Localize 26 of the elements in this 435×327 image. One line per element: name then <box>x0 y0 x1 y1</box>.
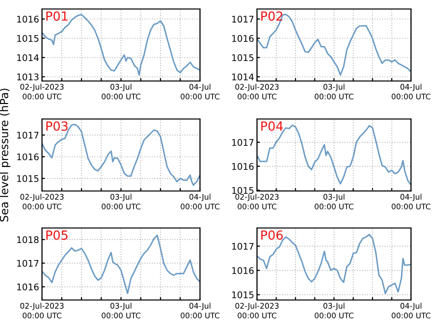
y-tick-label: 1017 <box>17 260 38 267</box>
y-tick-label: 1013 <box>17 73 38 80</box>
y-tick-label: 1016 <box>232 267 254 274</box>
y-tick-label: 1015 <box>232 54 254 62</box>
y-tick-label: 1015 <box>17 34 38 42</box>
y-tick-label: 1018 <box>17 236 39 244</box>
y-axis-title: Sea level pressure (hPa) <box>0 88 10 222</box>
y-tick-label: 1016 <box>17 16 39 23</box>
chart-title: P03 <box>46 121 68 131</box>
y-tick-label: 1016 <box>17 153 39 160</box>
y-tick-label: 1017 <box>232 242 254 250</box>
y-tick-label: 1017 <box>232 139 254 146</box>
y-tick-label: 1016 <box>17 284 39 290</box>
y-tick-label: 1016 <box>232 163 254 170</box>
y-tick-label: 1015 <box>232 187 254 194</box>
y-tick-label: 1015 <box>17 175 38 182</box>
y-tick-label: 1017 <box>232 16 254 23</box>
chart-title: P06 <box>261 230 283 240</box>
chart-title: P05 <box>46 230 68 240</box>
y-tick-label: 1015 <box>232 291 254 298</box>
y-tick-label: 1017 <box>17 132 38 139</box>
y-tick-label: 1014 <box>17 54 39 62</box>
chart-title: P04 <box>261 121 283 131</box>
y-tick-label: 1014 <box>232 73 254 80</box>
y-tick-label: 1016 <box>232 34 254 42</box>
chart-title: P01 <box>46 11 68 21</box>
